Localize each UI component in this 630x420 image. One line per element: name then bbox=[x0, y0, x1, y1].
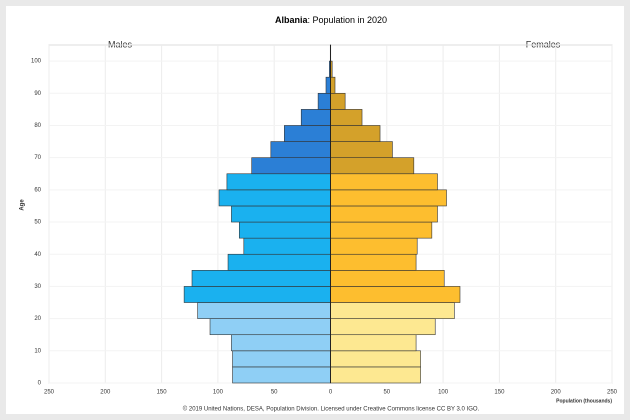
x-tick-label: 200 bbox=[551, 390, 562, 396]
y-tick-label: 30 bbox=[34, 284, 41, 290]
bar bbox=[330, 286, 461, 303]
x-tick-label: 250 bbox=[607, 390, 618, 396]
y-tick-label: 10 bbox=[34, 348, 41, 354]
bar bbox=[330, 189, 447, 207]
y-tick-label: 90 bbox=[34, 91, 41, 97]
y-tick-label: 70 bbox=[34, 155, 41, 161]
bar bbox=[191, 270, 331, 287]
x-tick-label: 0 bbox=[329, 390, 333, 396]
bar bbox=[227, 253, 331, 271]
bar bbox=[232, 366, 331, 384]
bar bbox=[284, 125, 331, 142]
left-label: Males bbox=[108, 39, 133, 49]
x-tick-label: 50 bbox=[383, 390, 390, 396]
bar bbox=[330, 270, 445, 287]
bar bbox=[330, 157, 415, 175]
bar bbox=[197, 302, 331, 319]
x-tick-label: 100 bbox=[213, 390, 224, 396]
x-axis-label: Population (thousands) bbox=[556, 398, 612, 404]
bar bbox=[330, 350, 421, 368]
bar bbox=[330, 141, 393, 158]
y-tick-label: 60 bbox=[34, 187, 41, 193]
bar bbox=[232, 350, 331, 368]
bar bbox=[330, 92, 346, 110]
bar bbox=[218, 189, 331, 207]
x-tick-label: 150 bbox=[494, 390, 505, 396]
bar bbox=[330, 253, 417, 271]
bar bbox=[330, 334, 417, 352]
bar bbox=[231, 205, 331, 223]
bar bbox=[231, 334, 331, 352]
x-tick-label: 200 bbox=[100, 390, 111, 396]
bar bbox=[317, 92, 331, 110]
bar bbox=[270, 141, 331, 158]
x-tick-label: 250 bbox=[44, 390, 55, 396]
bar bbox=[238, 221, 331, 239]
bar bbox=[209, 318, 331, 336]
y-tick-label: 20 bbox=[34, 316, 41, 322]
bar bbox=[330, 109, 363, 126]
y-axis-label: Age bbox=[20, 199, 26, 211]
title-text: : Population in 2020 bbox=[307, 15, 387, 25]
title-country: Albania bbox=[275, 15, 309, 25]
bar bbox=[226, 173, 331, 191]
y-tick-label: 0 bbox=[38, 381, 42, 387]
bar bbox=[330, 173, 438, 191]
bar bbox=[330, 366, 421, 384]
bar bbox=[330, 237, 418, 255]
bar bbox=[330, 318, 436, 336]
bar bbox=[243, 237, 331, 255]
x-tick-label: 50 bbox=[271, 390, 278, 396]
bar bbox=[330, 221, 433, 239]
y-tick-label: 40 bbox=[34, 252, 41, 258]
bar bbox=[183, 286, 331, 303]
bar bbox=[330, 76, 336, 94]
x-tick-label: 100 bbox=[438, 390, 449, 396]
y-tick-label: 50 bbox=[34, 220, 41, 226]
bar bbox=[300, 109, 331, 126]
y-tick-label: 100 bbox=[31, 59, 42, 65]
y-tick-label: 80 bbox=[34, 123, 41, 129]
bar bbox=[325, 76, 331, 94]
chart-title: Albania: Population in 2020 bbox=[275, 15, 387, 25]
footer: © 2019 United Nations, DESA, Population … bbox=[183, 406, 480, 413]
bar bbox=[330, 125, 381, 142]
x-tick-label: 150 bbox=[157, 390, 168, 396]
right-label: Females bbox=[526, 39, 561, 49]
bar bbox=[330, 302, 455, 319]
bar bbox=[251, 157, 331, 175]
bar bbox=[330, 205, 438, 223]
